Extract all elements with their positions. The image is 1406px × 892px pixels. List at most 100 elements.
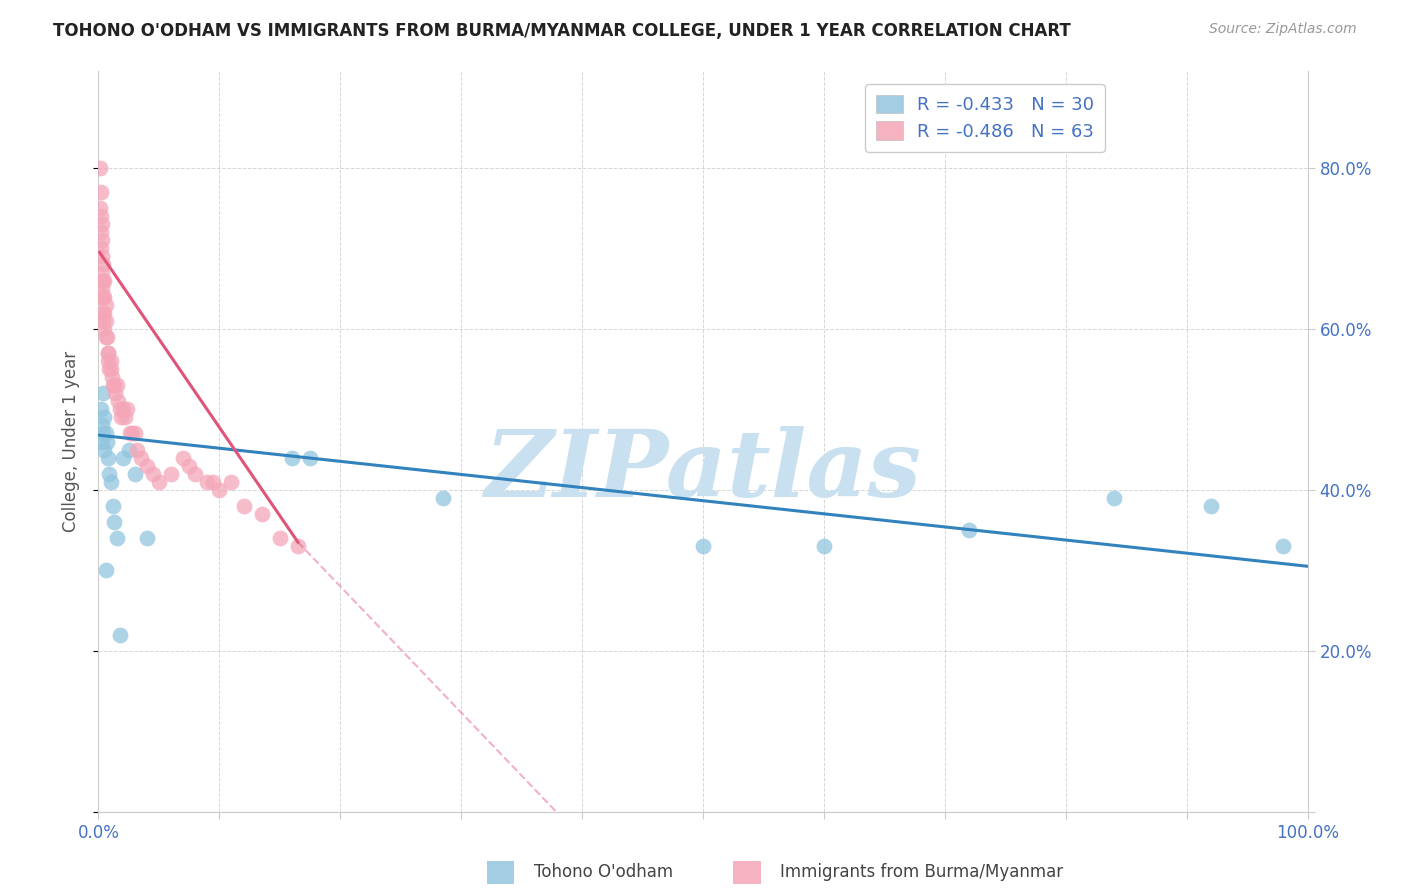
- Point: [172, 450, 194, 465]
- Point: [813, 539, 835, 553]
- Point: [1199, 499, 1222, 513]
- Point: [208, 483, 231, 497]
- Point: [91, 290, 114, 304]
- Point: [97, 354, 120, 368]
- Text: Immigrants from Burma/Myanmar: Immigrants from Burma/Myanmar: [780, 863, 1063, 881]
- Point: [101, 378, 124, 392]
- Point: [94, 563, 117, 577]
- Point: [93, 442, 115, 457]
- Point: [91, 418, 114, 433]
- Point: [90, 402, 112, 417]
- Point: [118, 426, 141, 441]
- Point: [98, 362, 121, 376]
- Point: [100, 354, 122, 368]
- Point: [160, 467, 183, 481]
- Point: [179, 458, 201, 473]
- Point: [91, 266, 114, 280]
- Point: [91, 274, 114, 288]
- Point: [91, 386, 114, 401]
- Point: [142, 467, 165, 481]
- Point: [118, 442, 141, 457]
- Point: [91, 434, 114, 449]
- Point: [91, 282, 114, 296]
- Point: [110, 410, 132, 425]
- Point: [101, 499, 124, 513]
- Point: [96, 330, 118, 344]
- Point: [129, 450, 152, 465]
- Point: [91, 306, 114, 320]
- Point: [114, 410, 136, 425]
- Y-axis label: College, Under 1 year: College, Under 1 year: [62, 351, 80, 533]
- Point: [91, 217, 114, 231]
- Point: [89, 201, 111, 215]
- Point: [90, 241, 112, 255]
- Point: [94, 298, 117, 312]
- Point: [148, 475, 170, 489]
- Point: [90, 209, 112, 223]
- Point: [91, 290, 114, 304]
- Point: [97, 450, 120, 465]
- Point: [93, 290, 115, 304]
- Point: [93, 306, 115, 320]
- Point: [104, 386, 127, 401]
- Point: [121, 426, 143, 441]
- Point: [124, 426, 146, 441]
- Point: [96, 434, 118, 449]
- Point: [111, 402, 134, 417]
- Point: [195, 475, 218, 489]
- Point: [287, 539, 309, 553]
- Point: [94, 330, 117, 344]
- Legend: R = -0.433   N = 30, R = -0.486   N = 63: R = -0.433 N = 30, R = -0.486 N = 63: [865, 84, 1105, 152]
- Point: [432, 491, 454, 505]
- Point: [105, 531, 128, 545]
- Point: [91, 233, 114, 247]
- Point: [269, 531, 291, 545]
- Point: [94, 426, 117, 441]
- Point: [108, 402, 131, 417]
- Point: [1272, 539, 1295, 553]
- Point: [100, 475, 122, 489]
- Point: [184, 467, 207, 481]
- Point: [124, 467, 146, 481]
- Point: [90, 225, 112, 239]
- Point: [221, 475, 243, 489]
- Point: [117, 402, 139, 417]
- Point: [100, 370, 122, 384]
- Point: [105, 378, 128, 392]
- Point: [135, 458, 157, 473]
- Point: [94, 314, 117, 328]
- Point: [108, 628, 131, 642]
- Point: [90, 185, 112, 199]
- Point: [250, 507, 273, 521]
- Point: [91, 426, 114, 441]
- Point: [103, 515, 125, 529]
- Point: [107, 394, 129, 409]
- Point: [127, 442, 149, 457]
- Point: [91, 258, 114, 272]
- Point: [97, 346, 120, 360]
- Text: ZIPatlas: ZIPatlas: [485, 426, 921, 516]
- Text: Source: ZipAtlas.com: Source: ZipAtlas.com: [1209, 22, 1357, 37]
- Point: [91, 250, 114, 264]
- Point: [91, 314, 114, 328]
- Point: [89, 161, 111, 175]
- Point: [957, 523, 980, 537]
- Point: [299, 450, 322, 465]
- Text: Tohono O'odham: Tohono O'odham: [534, 863, 673, 881]
- Point: [93, 322, 115, 336]
- Point: [93, 410, 115, 425]
- Point: [692, 539, 714, 553]
- Point: [202, 475, 225, 489]
- Point: [232, 499, 254, 513]
- Point: [281, 450, 304, 465]
- Text: TOHONO O'ODHAM VS IMMIGRANTS FROM BURMA/MYANMAR COLLEGE, UNDER 1 YEAR CORRELATIO: TOHONO O'ODHAM VS IMMIGRANTS FROM BURMA/…: [53, 22, 1071, 40]
- Point: [135, 531, 157, 545]
- Point: [97, 346, 120, 360]
- Point: [103, 378, 125, 392]
- Point: [111, 450, 134, 465]
- Point: [100, 362, 122, 376]
- Point: [91, 274, 114, 288]
- Point: [1102, 491, 1125, 505]
- Point: [93, 274, 115, 288]
- Point: [98, 467, 121, 481]
